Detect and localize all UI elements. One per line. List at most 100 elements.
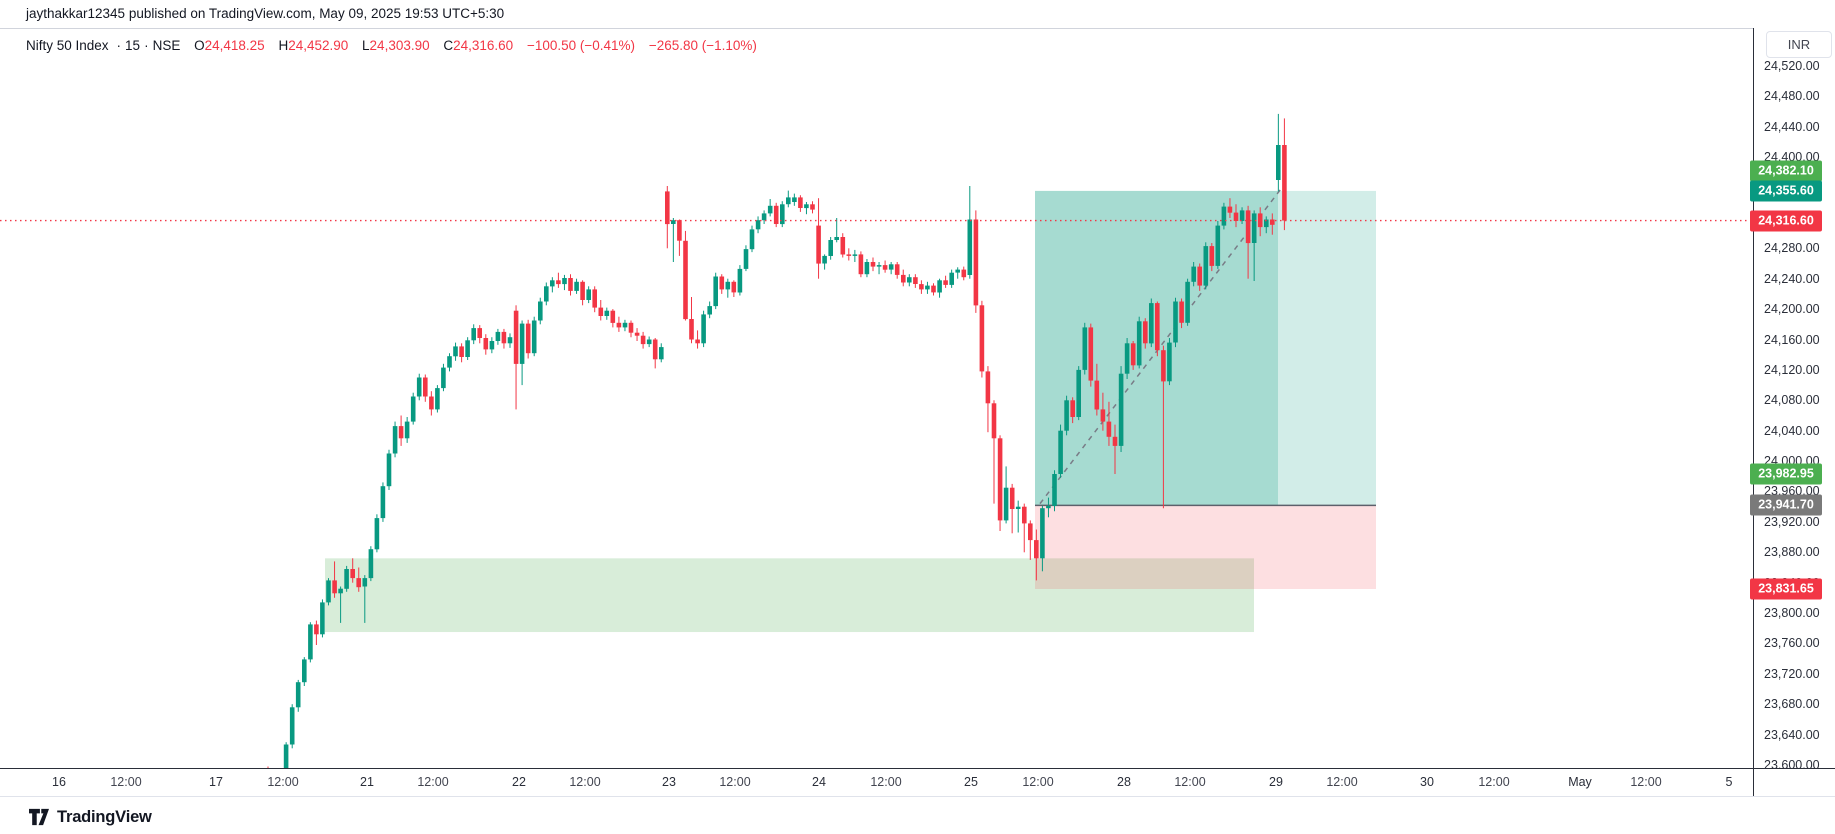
candle-body <box>1264 219 1269 228</box>
candle-body <box>338 588 343 594</box>
symbol-legend: Nifty 50 Index · 15 · NSE O24,418.25 H24,452… <box>26 38 757 58</box>
time-tick-hour: 12:00 <box>110 775 142 789</box>
candle-body <box>308 624 313 660</box>
candle-body <box>423 377 428 397</box>
candle-body <box>798 197 803 208</box>
price-badge: 24,316.60 <box>1750 210 1822 232</box>
time-tick-hour: 12:00 <box>1174 775 1206 789</box>
candle-body <box>441 367 446 389</box>
ohlc-high: H24,452.90 <box>278 38 349 53</box>
candle-body <box>550 280 555 287</box>
candle-body <box>1233 212 1239 221</box>
price-tick-label: 23,640.00 <box>1764 727 1820 742</box>
candle-body <box>894 264 900 275</box>
candle-body <box>289 707 295 745</box>
time-tick-hour: 12:00 <box>719 775 751 789</box>
price-badge: 23,941.70 <box>1750 494 1822 516</box>
candle-body <box>471 328 476 341</box>
time-tick-date: 5 <box>1725 775 1733 789</box>
time-axis[interactable]: 16 12:00 17 12:00 21 12:00 22 12:00 23 12:00 24 12:… <box>0 768 1835 796</box>
candle-body <box>767 205 773 214</box>
candle-body <box>1082 327 1088 370</box>
time-tick-date: 23 <box>662 775 676 789</box>
price-badge: 24,355.60 <box>1750 180 1822 202</box>
ohlc-open: O24,418.25 <box>194 38 265 53</box>
candle-body <box>562 278 567 285</box>
candle-body <box>683 240 688 320</box>
candle-body <box>544 286 549 302</box>
candle-body <box>665 191 670 225</box>
candle-body <box>368 549 374 579</box>
candle-body <box>1064 400 1069 431</box>
candle-body <box>876 265 882 267</box>
candle-body <box>507 337 513 344</box>
attribution-text: jaythakkar12345 published on TradingView… <box>26 6 505 21</box>
candle-body <box>816 225 821 264</box>
price-tick-label: 24,080.00 <box>1764 393 1820 408</box>
legend-separator-1: · <box>116 38 122 53</box>
candle-body <box>852 254 858 256</box>
candle-body <box>556 280 561 285</box>
candle-body <box>834 237 839 240</box>
candle-body <box>1124 343 1130 374</box>
candle-body <box>495 331 501 341</box>
candle-body <box>1009 487 1015 509</box>
candle-body <box>640 335 646 345</box>
time-tick-hour: 12:00 <box>1326 775 1358 789</box>
price-tick-label: 23,760.00 <box>1764 636 1820 651</box>
time-tick-date: 29 <box>1269 775 1283 789</box>
candles-group <box>265 113 1287 791</box>
price-tick-label: 23,680.00 <box>1764 697 1820 712</box>
candle-body <box>810 204 815 210</box>
currency-label[interactable]: INR <box>1766 31 1832 58</box>
candle-body <box>1251 213 1257 243</box>
candle-body <box>1245 210 1251 244</box>
price-tick-label: 24,040.00 <box>1764 423 1820 438</box>
candle-body <box>1046 505 1051 509</box>
candle-body <box>913 277 918 284</box>
candle-body <box>531 320 537 354</box>
candle-body <box>1239 210 1245 221</box>
candle-body <box>677 220 682 241</box>
candle-body <box>919 284 924 290</box>
candle-body <box>538 301 543 321</box>
price-axis[interactable]: INR 24,520.00 24,480.00 24,440.00 24,400.00… <box>1750 28 1835 772</box>
candle-body <box>846 254 852 256</box>
candle-body <box>320 602 325 635</box>
symbol-name: Nifty 50 Index <box>26 38 109 53</box>
brand[interactable]: TradingView <box>28 805 152 829</box>
candle-body <box>580 281 585 300</box>
candle-body <box>1185 281 1190 323</box>
candle-body <box>925 285 930 290</box>
demand-zone-rectangle <box>325 558 1254 633</box>
candle-body <box>380 486 386 519</box>
candle-body <box>604 310 610 316</box>
time-tick-date: 22 <box>512 775 526 789</box>
candle-body <box>574 281 579 291</box>
candle-body <box>864 262 870 275</box>
time-tick-hour: 12:00 <box>417 775 449 789</box>
time-tick-hour: 12:00 <box>569 775 601 789</box>
candle-body <box>937 280 942 293</box>
candle-body <box>1100 409 1106 422</box>
candle-body <box>598 307 604 316</box>
candle-body <box>1028 523 1033 541</box>
candle-body <box>1179 301 1184 323</box>
candle-body <box>786 197 791 205</box>
long-position-loss-box <box>1035 505 1376 589</box>
tradingview-logo-icon <box>29 808 49 826</box>
candle-body <box>1070 400 1075 417</box>
candle-body <box>1149 303 1154 344</box>
candle-body <box>1209 246 1215 266</box>
candle-body <box>659 347 664 360</box>
candle-body <box>374 518 380 550</box>
candle-body <box>1076 369 1081 417</box>
candle-body <box>822 255 827 264</box>
candle-body <box>1088 327 1094 381</box>
candle-body <box>671 220 676 224</box>
candle-body <box>961 269 967 278</box>
candle-body <box>1058 430 1063 474</box>
candle-body <box>701 314 706 344</box>
candle-body <box>725 281 731 290</box>
